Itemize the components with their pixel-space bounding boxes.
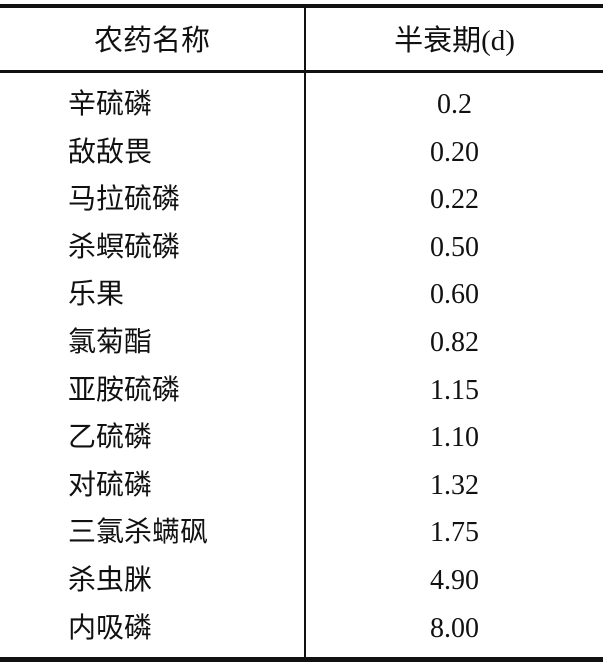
table-row: 亚胺硫磷 1.15 <box>0 367 603 415</box>
pesticide-name: 乐果 <box>68 279 125 311</box>
half-life-value: 0.22 <box>430 184 479 216</box>
half-life-value: 4.90 <box>430 564 479 596</box>
pesticide-name: 马拉硫磷 <box>68 184 181 216</box>
table-row: 乐果 0.60 <box>0 271 603 319</box>
table-row: 辛硫磷 0.2 <box>0 81 603 129</box>
pesticide-name: 对硫磷 <box>68 469 153 501</box>
table-row: 乙硫磷 1.10 <box>0 414 603 462</box>
table-row: 内吸磷 8.00 <box>0 605 603 653</box>
table-body: 辛硫磷 0.2 敌敌畏 0.20 马拉硫磷 0.22 杀螟硫磷 0.50 乐果 0.60 氯菊酯 0.… <box>0 81 603 652</box>
table-row: 三氯杀螨砜 1.75 <box>0 509 603 557</box>
half-life-value: 0.20 <box>430 136 479 168</box>
pesticide-name: 杀螟硫磷 <box>68 231 181 263</box>
bottom-rule <box>0 657 603 662</box>
table-row: 杀虫脒 4.90 <box>0 557 603 605</box>
table-row: 马拉硫磷 0.22 <box>0 176 603 224</box>
half-life-value: 1.32 <box>430 469 479 501</box>
header-pesticide-name: 农药名称 <box>93 25 210 57</box>
pesticide-name: 乙硫磷 <box>68 422 153 454</box>
pesticide-name: 杀虫脒 <box>68 564 153 596</box>
pesticide-name: 三氯杀螨砜 <box>68 517 209 549</box>
header-rule <box>0 70 603 73</box>
pesticide-name: 氯菊酯 <box>68 326 153 358</box>
half-life-value: 8.00 <box>430 612 479 644</box>
half-life-value: 1.10 <box>430 422 479 454</box>
pesticide-name: 辛硫磷 <box>68 89 153 120</box>
table-row: 杀螟硫磷 0.50 <box>0 224 603 272</box>
header-half-life: 半衰期(d) <box>394 25 515 57</box>
half-life-value: 0.50 <box>430 231 479 263</box>
pesticide-name: 内吸磷 <box>68 612 153 644</box>
half-life-value: 1.75 <box>430 517 479 549</box>
half-life-value: 0.2 <box>437 89 472 120</box>
top-rule <box>0 4 603 8</box>
table-row: 敌敌畏 0.20 <box>0 129 603 177</box>
column-divider <box>304 6 306 658</box>
table-row: 对硫磷 1.32 <box>0 462 603 510</box>
pesticide-name: 亚胺硫磷 <box>68 374 181 406</box>
half-life-value: 0.82 <box>430 326 479 358</box>
table-row: 氯菊酯 0.82 <box>0 319 603 367</box>
pesticide-name: 敌敌畏 <box>68 136 153 168</box>
half-life-value: 1.15 <box>430 374 479 406</box>
half-life-value: 0.60 <box>430 279 479 311</box>
